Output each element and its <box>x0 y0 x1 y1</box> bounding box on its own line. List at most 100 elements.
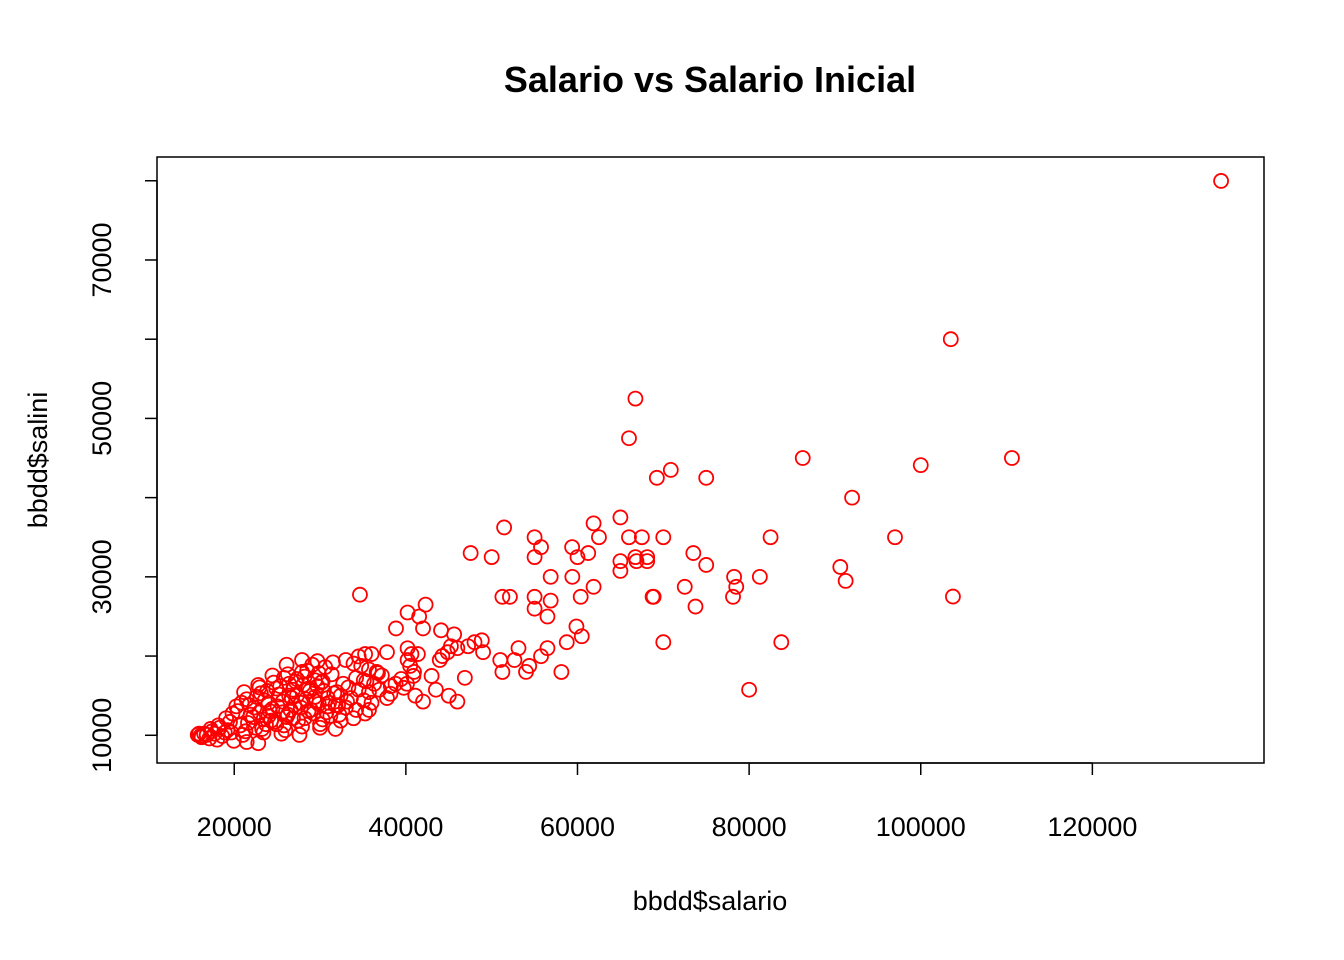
x-axis-label: bbdd$salario <box>633 886 788 916</box>
data-point <box>633 529 650 546</box>
data-point <box>303 702 319 718</box>
data-point <box>564 568 581 585</box>
data-point <box>229 703 246 720</box>
data-point <box>348 702 364 718</box>
data-point <box>314 673 331 690</box>
x-axis: 20000 40000 60000 80000 100000 120000 <box>197 762 1137 842</box>
data-point <box>612 509 629 526</box>
x-tick-label: 120000 <box>1047 812 1137 842</box>
data-point <box>794 450 811 466</box>
data-point <box>612 553 629 570</box>
data-point <box>434 648 451 664</box>
data-point <box>639 549 656 566</box>
data-point <box>462 545 479 561</box>
data-point <box>331 706 348 723</box>
data-point <box>310 665 327 681</box>
data-point <box>423 668 440 684</box>
data-point <box>327 721 344 737</box>
data-point <box>628 553 645 570</box>
x-tick-label: 40000 <box>368 812 443 842</box>
data-point <box>728 578 745 595</box>
data-point <box>281 687 298 704</box>
data-point <box>612 563 629 579</box>
data-point <box>268 716 285 733</box>
data-point <box>844 489 860 506</box>
data-point <box>726 568 742 585</box>
data-point <box>645 588 662 605</box>
data-point <box>473 632 490 649</box>
data-point <box>539 608 556 625</box>
data-point <box>591 529 607 546</box>
data-point <box>942 331 959 348</box>
data-point <box>427 681 444 698</box>
data-point <box>300 680 317 697</box>
data-point <box>621 430 637 447</box>
data-point <box>676 578 693 595</box>
data-point <box>433 622 449 639</box>
x-tick-label: 60000 <box>540 812 615 842</box>
data-point <box>260 694 277 711</box>
data-point <box>449 693 466 710</box>
data-point <box>542 592 559 609</box>
y-axis-label: bbdd$salini <box>23 392 53 529</box>
data-point <box>233 694 250 711</box>
data-point <box>319 698 336 715</box>
data-point <box>355 672 372 689</box>
data-point <box>332 712 349 729</box>
data-point <box>496 519 513 536</box>
data-point <box>526 529 543 546</box>
data-point <box>475 644 491 661</box>
data-point <box>388 620 404 637</box>
data-point <box>234 726 251 743</box>
data-point <box>655 634 672 651</box>
data-point <box>585 578 602 595</box>
data-point <box>518 664 534 680</box>
data-point <box>291 726 308 743</box>
data-point <box>370 665 386 681</box>
data-point <box>361 702 377 718</box>
data-point <box>585 515 602 532</box>
data-point <box>326 685 343 702</box>
data-point <box>945 588 961 605</box>
data-point <box>580 545 597 561</box>
data-point <box>250 677 267 693</box>
data-point <box>279 666 296 683</box>
data-point <box>687 598 704 615</box>
data-point <box>655 529 672 546</box>
data-point <box>415 620 431 637</box>
data-point <box>313 674 330 691</box>
y-axis: 10000 30000 50000 70000 <box>87 180 158 773</box>
data-point <box>558 634 575 651</box>
x-tick-label: 20000 <box>197 812 272 842</box>
data-point <box>506 652 523 668</box>
data-point <box>312 716 328 733</box>
y-tick-label: 10000 <box>87 698 117 773</box>
data-point <box>773 634 790 651</box>
y-tick-label: 30000 <box>87 539 117 614</box>
data-point <box>446 626 463 643</box>
data-point <box>639 553 656 570</box>
data-point <box>210 717 227 734</box>
data-point <box>440 687 457 704</box>
data-point <box>502 588 518 605</box>
data-point <box>312 719 328 736</box>
chart-title: Salario vs Salario Inicial <box>504 59 916 100</box>
data-point <box>214 728 231 744</box>
data-point <box>494 664 511 680</box>
data-point <box>837 572 854 589</box>
data-point <box>698 469 715 486</box>
y-tick-label: 70000 <box>87 222 117 297</box>
data-point <box>254 721 271 737</box>
data-point <box>526 600 543 617</box>
data-point <box>345 710 362 727</box>
data-point <box>456 669 473 686</box>
data-point <box>250 735 267 752</box>
data-point <box>533 648 549 665</box>
data-point <box>648 469 665 486</box>
data-point <box>236 684 253 701</box>
data-point <box>542 568 559 585</box>
data-point <box>292 699 309 716</box>
data-point <box>832 559 849 575</box>
data-point <box>247 719 264 736</box>
